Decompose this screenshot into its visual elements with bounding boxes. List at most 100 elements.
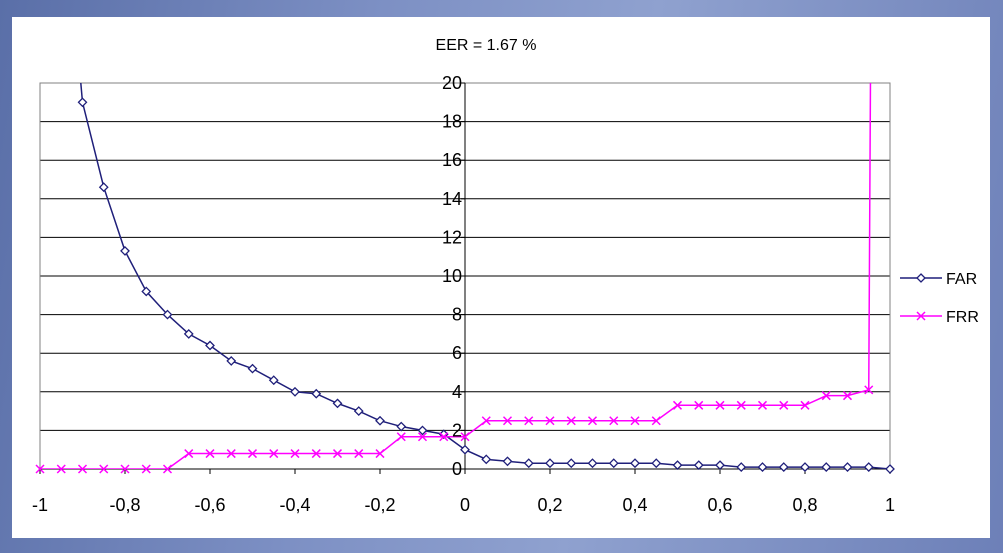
x-tick-label: 0,4: [622, 495, 647, 515]
frr-point: [99, 464, 109, 474]
far-point: [396, 421, 407, 432]
frr-point: [779, 400, 789, 410]
far-point: [566, 458, 577, 469]
far-point: [332, 398, 343, 409]
y-tick-label: 16: [442, 150, 462, 170]
legend: FAR FRR: [900, 271, 979, 326]
frr-point: [332, 449, 343, 459]
x-tick-label: 1: [885, 495, 895, 515]
tick-labels: 0 2 4 6 8 10 12 14 16 18 20 -1 -0,8 -0,6 -0,4 -0,2 0 0,2 0…: [32, 73, 895, 515]
frr-point: [800, 400, 810, 410]
frr-point: [269, 449, 279, 459]
x-tick-label: -0,6: [194, 495, 225, 515]
frr-point: [77, 464, 88, 474]
x-tick-label: 0,2: [537, 495, 562, 515]
far-point: [417, 425, 428, 436]
frr-point: [375, 449, 385, 459]
legend-marker-far: [916, 273, 926, 283]
frr-point: [460, 432, 470, 442]
far-point: [608, 458, 619, 469]
far-point: [715, 460, 725, 471]
x-tick-label: 0,6: [707, 495, 732, 515]
far-point: [162, 309, 173, 320]
frr-point: [481, 416, 491, 426]
frr-point: [184, 449, 194, 459]
y-tick-label: 2: [452, 420, 462, 440]
far-point: [290, 386, 300, 397]
far-point: [247, 363, 258, 374]
axes: [39, 82, 891, 474]
x-tick-label: -1: [32, 495, 48, 515]
x-tick-label: -0,8: [109, 495, 140, 515]
y-tick-label: 12: [442, 227, 462, 247]
far-point: [863, 462, 874, 472]
chart-frame: EER = 1.67 % 0 2 4 6 8 10 12 14 16 18 20 -1 -0,8 -0,6…: [12, 17, 990, 538]
far-point: [375, 415, 385, 426]
legend-marker-frr: [916, 311, 926, 321]
far-point: [757, 462, 768, 472]
frr-point: [524, 416, 534, 426]
frr-point: [290, 449, 300, 459]
far-point: [736, 462, 747, 472]
legend-label-far: FAR: [946, 271, 977, 288]
frr-point: [630, 416, 640, 426]
frr-point: [694, 400, 704, 410]
legend-item-frr: FRR: [900, 309, 979, 326]
frr-point: [226, 449, 236, 459]
y-tick-label: 0: [452, 459, 462, 479]
series-layer: [35, 83, 895, 474]
frr-point: [162, 464, 173, 474]
y-tick-label: 18: [442, 112, 462, 132]
far-point: [587, 458, 598, 469]
frr-point: [35, 464, 45, 474]
far-point: [821, 462, 832, 472]
frr-point: [417, 432, 428, 442]
far-point: [778, 462, 789, 472]
frr-point: [141, 464, 151, 474]
far-point: [183, 328, 194, 339]
x-tick-label: -0,2: [364, 495, 395, 515]
legend-item-far: FAR: [900, 271, 977, 288]
far-point: [502, 456, 513, 467]
frr-point: [651, 416, 661, 426]
y-tick-label: 4: [452, 382, 462, 402]
frr-point: [502, 416, 513, 426]
far-point: [630, 458, 640, 469]
far-point: [842, 462, 853, 472]
far-point: [98, 182, 109, 193]
y-tick-label: 20: [442, 73, 462, 93]
frr-point: [609, 416, 619, 426]
far-point: [77, 97, 88, 108]
frr-series: [35, 83, 874, 474]
frr-point: [311, 449, 321, 459]
frr-point: [715, 400, 725, 410]
frr-point: [56, 464, 66, 474]
frr-point: [205, 449, 215, 459]
y-tick-label: 14: [442, 189, 462, 209]
far-point: [268, 375, 279, 386]
far-point: [651, 458, 662, 469]
x-tick-label: -0,4: [279, 495, 310, 515]
x-tick-label: 0: [460, 495, 470, 515]
frr-point: [396, 432, 406, 442]
far-point: [885, 464, 895, 474]
frr-point: [439, 432, 449, 442]
frr-point: [736, 400, 746, 410]
frr-point: [672, 400, 683, 410]
frr-point: [864, 385, 874, 395]
far-point: [226, 356, 237, 366]
frr-point: [757, 400, 768, 410]
far-point: [481, 454, 492, 465]
frr-point: [354, 449, 364, 459]
x-tick-label: 0,8: [792, 495, 817, 515]
y-tick-label: 6: [452, 343, 462, 363]
frr-point: [566, 416, 576, 426]
far-series: [77, 83, 895, 474]
far-point: [120, 245, 130, 256]
far-point: [523, 458, 534, 469]
frr-point: [545, 416, 555, 426]
frr-point: [821, 391, 831, 401]
far-point: [353, 406, 364, 417]
y-tick-label: 8: [452, 305, 462, 325]
